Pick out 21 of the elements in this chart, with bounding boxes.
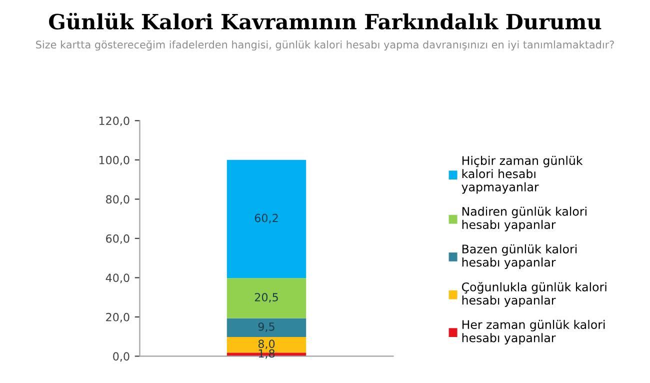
y-tick-label: 120,0 <box>99 116 130 126</box>
bar <box>226 160 306 278</box>
data-label: 60,2 <box>254 214 278 224</box>
y-tick-label: 40,0 <box>106 274 130 284</box>
chart-title: Günlük Kalori Kavramının Farkındalık Durumu <box>49 12 602 30</box>
y-tick-label: 60,0 <box>106 234 130 244</box>
legend-label: Her zaman günlük kalori hesabı yapanlar <box>462 320 605 345</box>
chart-subtitle: Size kartta göstereceğim ifadelerden hangisi, günlük kalori hesabı yapma davranışınızı en iyi tanımlamaktadır? <box>36 40 614 51</box>
legend-label: Çoğunlukla günlük kalori hesabı yapanlar <box>462 282 606 307</box>
data-label: 8,0 <box>258 340 275 350</box>
legend-label: Bazen günlük kalori hesabı yapanlar <box>462 244 577 269</box>
data-label: 9,5 <box>258 322 274 332</box>
y-tick-label: 80,0 <box>106 195 130 205</box>
y-tick-label: 20,0 <box>106 312 130 322</box>
bar <box>226 318 306 337</box>
y-tick-label: 100,0 <box>99 156 130 166</box>
bar <box>226 278 306 318</box>
legend-label: Nadiren günlük kalori hesabı yapanlar <box>462 206 586 232</box>
legend-label: Hiçbir zaman günlük kalori hesabı yapmayanlar <box>462 156 583 194</box>
y-tick-label: 0,0 <box>113 352 130 362</box>
data-label: 20,5 <box>254 293 278 303</box>
